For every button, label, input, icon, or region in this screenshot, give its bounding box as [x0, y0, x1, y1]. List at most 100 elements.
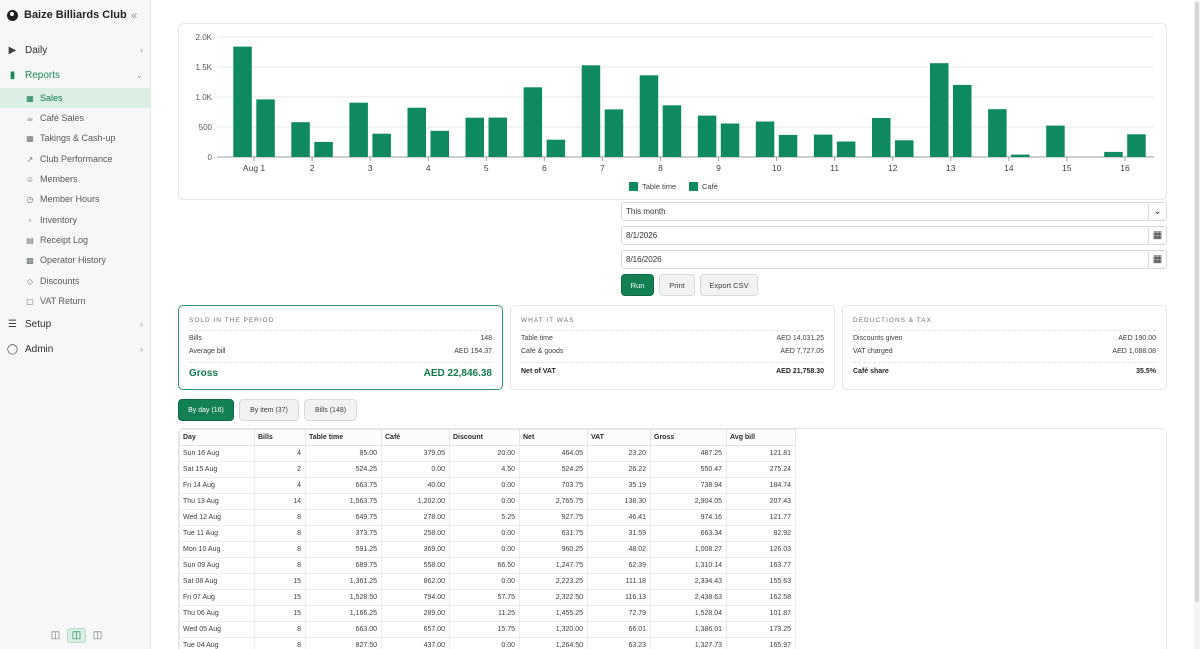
sidebar-item-sales[interactable]: ▦ Sales [0, 88, 151, 108]
table-cell: 138.30 [587, 493, 651, 510]
table-row[interactable]: Sun 09 Aug 8 689.75 558.00 66.50 1,247.75 62.3… [179, 557, 796, 574]
bar-cafe [778, 134, 798, 157]
table-row[interactable]: Sun 16 Aug 4 85.00 379.05 20.00 464.05 23.20 48… [179, 445, 796, 462]
sidebar-layout-icon[interactable]: ◫ [67, 628, 86, 643]
column-header[interactable]: Day [179, 429, 255, 446]
table-cell: 173.25 [726, 621, 796, 638]
table-row[interactable]: Fri 07 Aug 15 1,528.50 794.00 57.75 2,322.50 1… [179, 589, 796, 606]
table-cell: 794.00 [381, 589, 450, 606]
calendar-icon[interactable]: ▦ [1148, 227, 1166, 244]
tab-by-item[interactable]: By item (37) [239, 399, 299, 421]
bar-table-time [523, 87, 543, 157]
collapse-sidebar-icon[interactable]: « [131, 10, 138, 22]
sidebar-item-setup[interactable]: ☰ Setup › [0, 314, 151, 334]
legend-swatch [689, 182, 698, 191]
table-row[interactable]: Wed 05 Aug 8 663.00 657.00 15.75 1,320.00 66.0… [179, 621, 796, 638]
shield-icon: ◯ [6, 343, 19, 355]
sidebar-item-admin[interactable]: ◯ Admin › [0, 339, 151, 359]
column-header[interactable]: Café [381, 429, 450, 446]
table-row[interactable]: Sat 08 Aug 15 1,361.25 862.00 0.00 2,223.25 11… [179, 573, 796, 590]
table-cell: 15 [254, 589, 306, 606]
page-scrollbar[interactable] [1194, 0, 1200, 649]
brand[interactable]: Baize Billiards Club [7, 9, 127, 21]
table-row[interactable]: Fri 14 Aug 4 663.75 40.00 0.00 703.75 35.19 738… [179, 477, 796, 494]
sold-in-period-card: SOLD IN THE PERIOD Bills 148 Average bil… [178, 305, 503, 390]
table-cell: 20.00 [449, 445, 520, 462]
table-cell: Sun 09 Aug [179, 557, 255, 574]
tab-bills[interactable]: Bills (148) [304, 399, 357, 421]
bar-cafe [372, 133, 391, 157]
chevron-down-icon[interactable]: ⌄ [1148, 203, 1166, 220]
table-body: Sun 16 Aug 4 85.00 379.05 20.00 464.05 23.20 48… [179, 445, 796, 649]
sidebar-item-reports[interactable]: ▮ Reports ⌄ [0, 65, 151, 85]
from-date-field[interactable]: 8/1/2026 ▦ [621, 226, 1167, 245]
sidebar-item-label: Admin [25, 343, 54, 355]
line-chart-icon: ↗ [26, 154, 34, 164]
column-header[interactable]: Avg bill [726, 429, 796, 446]
export-csv-button[interactable]: Export CSV [700, 274, 758, 296]
sidebar-item-takings[interactable]: ▦ Takings & Cash-up [0, 128, 151, 148]
table-cell: 289.00 [381, 605, 450, 622]
table-row[interactable]: Tue 04 Aug 8 827.50 437.00 0.00 1,264.50 63.23… [179, 637, 796, 649]
sidebar-item-cafe-sales[interactable]: ☕ Café Sales [0, 108, 151, 128]
sidebar-item-inventory[interactable]: ▫ Inventory [0, 210, 151, 230]
table-cell: 5.25 [449, 509, 520, 526]
calendar-icon[interactable]: ▦ [1148, 251, 1166, 268]
split-layout-icon[interactable]: ◫ [50, 630, 61, 641]
print-button[interactable]: Print [659, 274, 695, 296]
table-cell: 26.22 [587, 461, 651, 478]
tab-by-day[interactable]: By day (16) [178, 399, 234, 421]
table-cell: 2,322.50 [519, 589, 588, 606]
sidebar-item-club-performance[interactable]: ↗ Club Performance [0, 149, 151, 169]
table-cell: Mon 10 Aug [179, 541, 255, 558]
sidebar-item-vat-return[interactable]: ▢ VAT Return [0, 291, 151, 311]
table-row[interactable]: Tue 11 Aug 8 373.75 258.00 0.00 631.75 31.59 66… [179, 525, 796, 542]
bar-table-time [930, 63, 949, 158]
bar-cafe [430, 130, 449, 157]
column-header[interactable]: Net [519, 429, 588, 446]
column-header[interactable]: VAT [587, 429, 651, 446]
column-header[interactable]: Bills [254, 429, 306, 446]
stat-label: Discounts given [853, 335, 903, 342]
column-header[interactable]: Discount [449, 429, 520, 446]
sidebar-item-members[interactable]: ☺ Members [0, 169, 151, 189]
bar-cafe [1127, 134, 1146, 157]
sidebar-item-receipt-log[interactable]: ▤ Receipt Log [0, 230, 151, 250]
table-cell: 2,904.05 [650, 493, 727, 510]
x-tick-label: 16 [1120, 163, 1130, 173]
daily-sales-table: Day Bills Table time Café Discount Net VAT Gros… [179, 429, 796, 649]
stat-value: AED 154.37 [454, 348, 492, 355]
panel-layout-icon[interactable]: ◫ [92, 630, 103, 641]
table-cell: 0.00 [449, 573, 520, 590]
table-row[interactable]: Thu 13 Aug 14 1,563.75 1,202.00 0.00 2,765.75… [179, 493, 796, 510]
table-cell: 1,386.01 [650, 621, 727, 638]
sidebar-item-discounts[interactable]: ◇ Discounts [0, 271, 151, 291]
sidebar-item-operator-history[interactable]: ▩ Operator History [0, 250, 151, 270]
table-cell: 2,765.75 [519, 493, 588, 510]
to-date-field[interactable]: 8/16/2026 ▦ [621, 250, 1167, 269]
run-button[interactable]: Run [621, 274, 654, 296]
table-row[interactable]: Sat 15 Aug 2 524.25 0.00 4.50 524.25 26.22 550.… [179, 461, 796, 478]
table-cell: 48.02 [587, 541, 651, 558]
x-tick-label: 2 [310, 163, 315, 173]
table-cell: 46.41 [587, 509, 651, 526]
to-date-value: 8/16/2026 [626, 255, 662, 264]
what-it-was-card: WHAT IT WAS Table time AED 14,031.25 Caf… [510, 305, 835, 390]
table-row[interactable]: Mon 10 Aug 8 591.25 369.00 0.00 960.25 48.02 1,… [179, 541, 796, 558]
table-cell: 663.75 [305, 477, 382, 494]
table-row[interactable]: Thu 06 Aug 15 1,166.25 289.00 11.25 1,455.25 7… [179, 605, 796, 622]
table-cell: 4 [254, 477, 306, 494]
table-cell: 1,455.25 [519, 605, 588, 622]
card-heading: WHAT IT WAS [521, 317, 575, 324]
column-header[interactable]: Table time [305, 429, 382, 446]
period-select[interactable]: This month ⌄ [621, 202, 1167, 221]
sidebar-item-daily[interactable]: ▶ Daily › [0, 40, 151, 60]
table-cell: 1,166.25 [305, 605, 382, 622]
sidebar-item-member-hours[interactable]: ◷ Member Hours [0, 189, 151, 209]
receipt-icon: ▤ [26, 235, 34, 245]
table-cell: 35.19 [587, 477, 651, 494]
table-row[interactable]: Wed 12 Aug 8 649.75 278.00 5.25 927.75 46.41 97… [179, 509, 796, 526]
stat-label: Bills [189, 335, 202, 342]
table-cell: 1,528.50 [305, 589, 382, 606]
column-header[interactable]: Gross [650, 429, 727, 446]
